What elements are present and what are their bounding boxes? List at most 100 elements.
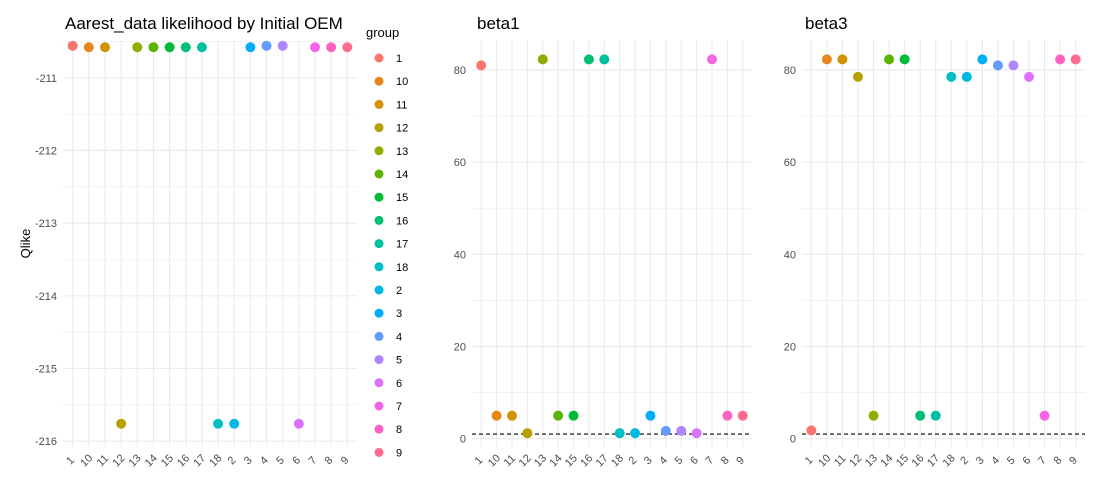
y-tick-label: 20 [454, 342, 466, 354]
data-point-17 [930, 410, 941, 421]
legend: group 1 10 11 12 13 14 15 16 17 18 2 3 4 5 6 7 8 9 [366, 25, 408, 459]
x-tick-label: 4 [657, 454, 670, 467]
data-point-2 [229, 418, 240, 429]
data-point-16 [583, 54, 594, 65]
legend-label-16: 16 [396, 215, 408, 227]
legend-label-14: 14 [396, 169, 408, 181]
legend-label-5: 5 [396, 355, 402, 367]
x-tick-label: 6 [688, 454, 701, 467]
data-point-2 [630, 428, 641, 439]
data-point-17 [599, 54, 610, 65]
legend-swatch-2 [374, 285, 384, 295]
legend-swatch-13 [374, 146, 384, 156]
y-tick-label: -213 [35, 218, 57, 230]
x-tick-label: 7 [1036, 454, 1049, 467]
x-tick-label: 7 [703, 454, 716, 467]
data-point-16 [915, 410, 926, 421]
legend-label-8: 8 [396, 424, 402, 436]
data-point-12 [852, 71, 863, 82]
legend-swatch-5 [374, 355, 384, 365]
x-tick-label: 1 [64, 454, 77, 467]
legend-title: group [366, 25, 399, 40]
x-tick-label: 3 [642, 454, 655, 467]
x-tick-label: 4 [989, 454, 1002, 467]
x-tick-label: 5 [274, 454, 287, 467]
x-tick-label: 8 [1052, 454, 1065, 467]
legend-swatch-12 [374, 123, 384, 133]
x-tick-label: 5 [673, 454, 686, 467]
legend-swatch-18 [374, 262, 384, 272]
data-point-17 [196, 42, 207, 53]
data-point-11 [100, 42, 110, 53]
legend-label-11: 11 [396, 99, 407, 111]
x-tick-label: 8 [323, 454, 336, 467]
y-tick-label: 60 [784, 157, 796, 169]
data-point-3 [645, 410, 656, 421]
data-point-16 [180, 42, 191, 53]
data-point-7 [707, 54, 717, 65]
legend-label-18: 18 [396, 262, 408, 274]
legend-swatch-14 [374, 169, 384, 179]
data-point-3 [245, 42, 256, 53]
x-tick-label: 13 [127, 452, 144, 469]
x-tick-label: 9 [339, 454, 352, 467]
data-point-1 [476, 60, 487, 71]
legend-swatch-8 [374, 424, 384, 434]
legend-swatch-17 [374, 239, 384, 249]
data-point-3 [977, 54, 988, 65]
data-point-9 [342, 42, 353, 53]
y-tick-label: 0 [790, 434, 796, 446]
legend-label-12: 12 [396, 123, 408, 135]
legend-swatch-3 [374, 308, 384, 318]
data-point-15 [164, 42, 175, 53]
x-tick-label: 14 [143, 452, 160, 469]
data-point-13 [537, 54, 548, 65]
data-point-4 [992, 60, 1003, 71]
data-point-15 [568, 410, 579, 421]
y-tick-label: -214 [35, 291, 57, 303]
y-tick-label: -211 [36, 73, 57, 85]
data-point-12 [522, 428, 533, 439]
data-point-8 [326, 42, 337, 53]
data-point-7 [310, 42, 320, 53]
data-point-6 [293, 418, 304, 429]
x-tick-label: 16 [175, 452, 192, 469]
data-point-4 [660, 425, 671, 436]
x-tick-label: 10 [816, 452, 833, 469]
data-point-6 [1024, 71, 1035, 82]
data-point-18 [614, 428, 625, 439]
data-point-18 [946, 71, 957, 82]
x-tick-label: 18 [609, 452, 626, 469]
data-point-6 [691, 428, 702, 439]
x-tick-label: 6 [290, 454, 303, 467]
legend-label-13: 13 [396, 146, 408, 158]
data-point-9 [1070, 54, 1081, 65]
data-point-11 [837, 54, 848, 65]
legend-label-10: 10 [396, 76, 408, 88]
y-tick-label: 0 [460, 434, 466, 446]
data-point-13 [132, 42, 143, 53]
legend-label-17: 17 [396, 239, 408, 251]
legend-label-7: 7 [396, 401, 402, 413]
legend-label-6: 6 [396, 378, 402, 390]
data-point-18 [213, 418, 224, 429]
data-point-1 [67, 40, 78, 51]
x-tick-label: 7 [306, 454, 319, 467]
legend-swatch-10 [374, 76, 384, 86]
chart-title: beta1 [477, 14, 520, 33]
data-point-1 [806, 425, 817, 436]
y-tick-label: 40 [454, 249, 466, 261]
legend-swatch-7 [374, 401, 384, 411]
y-tick-label: 80 [784, 65, 796, 77]
y-tick-label: 80 [454, 65, 466, 77]
data-point-14 [884, 54, 895, 65]
x-tick-label: 5 [1005, 454, 1018, 467]
data-point-2 [961, 71, 972, 82]
x-tick-label: 18 [207, 452, 224, 469]
chart-title: beta3 [805, 14, 848, 33]
x-tick-label: 15 [159, 452, 176, 469]
x-tick-label: 4 [258, 454, 271, 467]
